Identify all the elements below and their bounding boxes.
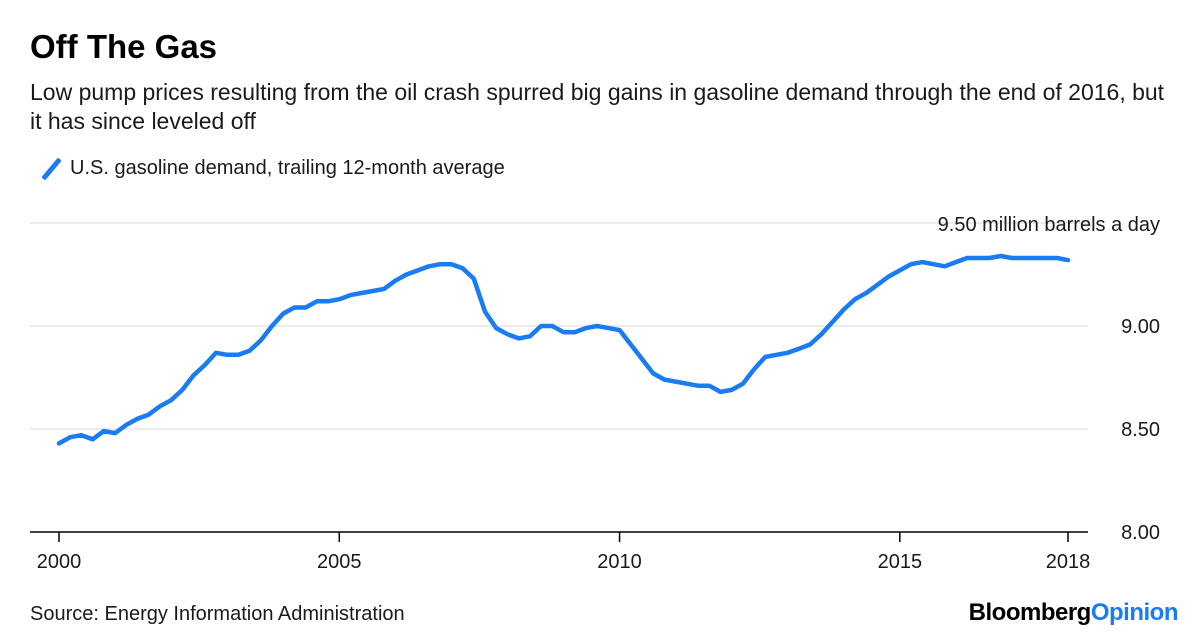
x-tick-label: 2010: [597, 551, 642, 573]
brand-accent: Opinion: [1090, 599, 1179, 626]
y-tick-label: 8.00: [1121, 522, 1160, 544]
series-line-gasoline-demand: [56, 253, 1071, 446]
x-tick-label: 2005: [317, 551, 362, 573]
brand-logo: BloombergOpinion: [968, 599, 1179, 627]
source-note: Source: Energy Information Administratio…: [30, 603, 405, 625]
y-tick-label: 8.50: [1121, 419, 1160, 441]
y-tick-label-top: 9.50 million barrels a day: [938, 214, 1160, 236]
chart-title: Off The Gas: [30, 28, 218, 65]
legend-label: U.S. gasoline demand, trailing 12-month …: [70, 157, 505, 179]
chart-subtitle: Low pump prices resulting from the oil c…: [30, 79, 1165, 134]
x-tick-label: 2018: [1046, 551, 1091, 573]
x-tick-label: 2000: [37, 551, 82, 573]
legend: U.S. gasoline demand, trailing 12-month …: [40, 157, 505, 180]
brand-main: Bloomberg: [968, 599, 1092, 626]
y-tick-label: 9.00: [1121, 316, 1160, 338]
x-tick-label: 2015: [878, 551, 923, 573]
